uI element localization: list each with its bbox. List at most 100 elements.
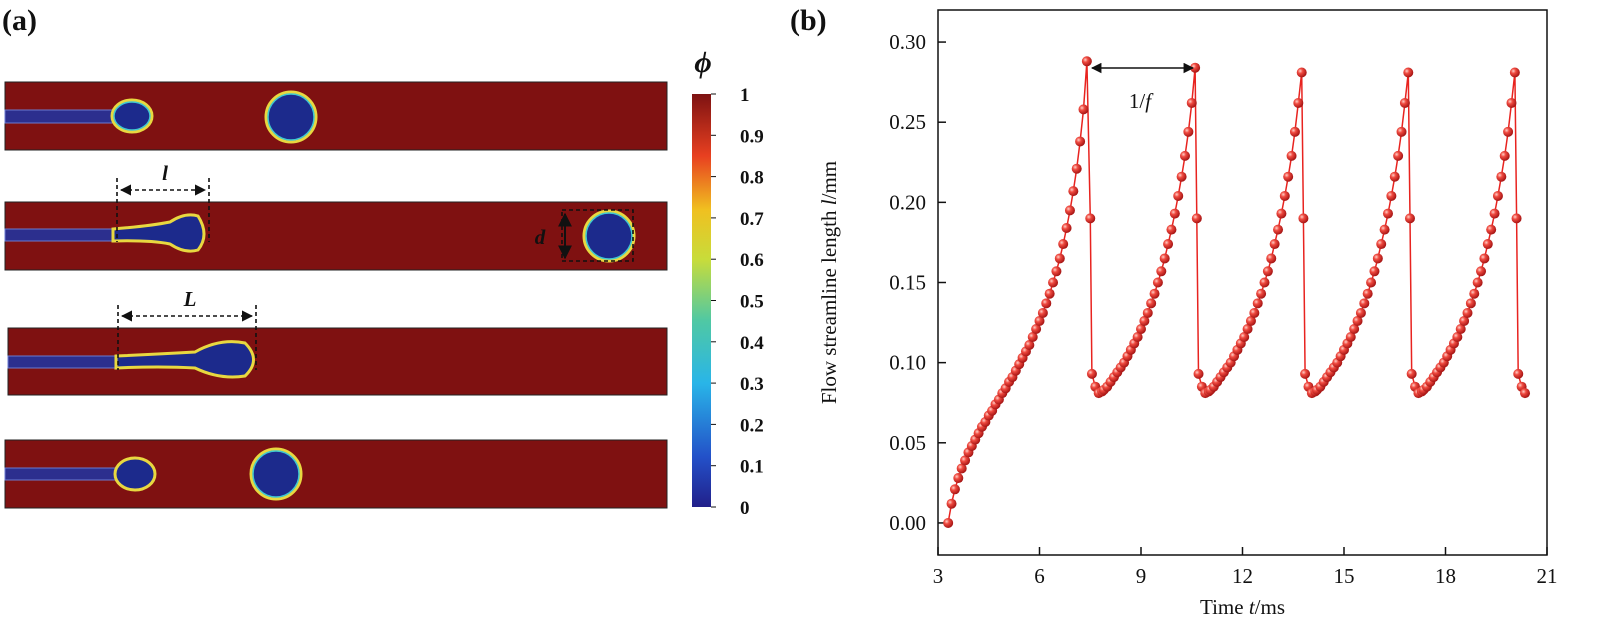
data-point [1386, 190, 1397, 201]
y-tick-label: 0.30 [889, 30, 926, 54]
data-point [1496, 171, 1507, 182]
data-point [1379, 224, 1390, 235]
data-point [956, 463, 967, 474]
colorbar-title: ϕ [694, 46, 711, 79]
data-point [1452, 332, 1463, 342]
data-point [1372, 253, 1383, 264]
data-point [953, 473, 964, 484]
data-point [1396, 126, 1407, 137]
data-point [960, 455, 971, 466]
channel [7, 305, 668, 396]
data-point [1239, 332, 1250, 342]
data-point [1191, 213, 1202, 224]
data-point [1462, 307, 1473, 318]
colorbar [692, 94, 711, 507]
data-point [1262, 266, 1273, 277]
data-point [1024, 340, 1035, 351]
x-tick-label: 21 [1537, 564, 1558, 588]
data-point [1027, 332, 1038, 342]
data-point [1465, 298, 1476, 309]
data-point [1499, 150, 1510, 161]
panel-label: (a) [2, 4, 37, 37]
annotation: l [162, 161, 168, 185]
data-point [1286, 150, 1297, 161]
colorbar-tick-label: 0.7 [740, 209, 764, 230]
colorbar-tick-label: 0.5 [740, 292, 764, 313]
x-tick-label: 18 [1435, 564, 1456, 588]
x-tick-label: 6 [1034, 564, 1045, 588]
data-point [1064, 205, 1075, 216]
data-point [1142, 307, 1153, 318]
text-part: l [817, 199, 841, 205]
colorbar-tick-label: 0.8 [740, 168, 764, 189]
colorbar-tick-label: 0.4 [740, 333, 764, 354]
data-point [1506, 97, 1517, 108]
colorbar-tick-label: 0.6 [740, 250, 764, 271]
data-point [1404, 213, 1415, 224]
data-point [1293, 97, 1304, 108]
text-part: t [1249, 595, 1256, 619]
data-point [1362, 288, 1373, 299]
x-tick-label: 15 [1334, 564, 1355, 588]
data-point [1393, 150, 1404, 161]
data-point [1051, 266, 1062, 277]
data-point [1298, 213, 1309, 224]
data-point [1509, 67, 1520, 78]
data-point [1276, 208, 1287, 219]
data-point [1249, 307, 1260, 318]
y-tick-label: 0.10 [889, 351, 926, 375]
data-point [1459, 315, 1470, 326]
data-point [1476, 266, 1487, 277]
colorbar-tick-label: 0.2 [740, 415, 764, 436]
data-point [1345, 332, 1356, 342]
data-point [1399, 97, 1410, 108]
colorbar-tick-label: 0.3 [740, 374, 764, 395]
data-point [1245, 315, 1256, 326]
data-point [1086, 368, 1097, 379]
data-point [1081, 56, 1092, 67]
data-point [949, 484, 960, 495]
data-point [1193, 368, 1204, 379]
text-part: f [1145, 89, 1154, 113]
data-point [943, 517, 954, 528]
data-point [1513, 368, 1524, 379]
channel [4, 178, 668, 271]
data-point [1156, 266, 1167, 277]
y-tick-label: 0.05 [889, 431, 926, 455]
data-line [947, 61, 1526, 524]
data-point [1511, 213, 1522, 224]
plot-frame [937, 9, 1548, 556]
data-point [1149, 288, 1160, 299]
data-point [1031, 323, 1042, 334]
data-point [1469, 288, 1480, 299]
data-point [1389, 171, 1400, 182]
y-tick-label: 0.15 [889, 271, 926, 295]
data-point [1482, 239, 1493, 250]
annotation: L [183, 287, 197, 311]
data-point [1071, 163, 1082, 174]
text-part: /ms [1255, 595, 1285, 619]
y-tick-label: 0.20 [889, 190, 926, 214]
data-point [1382, 208, 1393, 219]
data-point [1068, 186, 1079, 197]
colorbar-tick-label: 0 [740, 498, 750, 519]
annotation: 1/f [1129, 89, 1154, 113]
y-tick-label: 0.00 [889, 511, 926, 535]
data-point [1269, 239, 1280, 250]
data-point [1472, 277, 1483, 288]
channel [4, 439, 668, 509]
data-point [1376, 239, 1387, 250]
data-point [1044, 288, 1055, 299]
data-point [1041, 298, 1052, 309]
colorbar-tick-label: 0.9 [740, 126, 764, 147]
data-point [1034, 315, 1045, 326]
x-tick-label: 3 [933, 564, 944, 588]
data-point [1489, 208, 1500, 219]
data-point [1163, 239, 1174, 250]
data-point [1355, 307, 1366, 318]
data-point [1252, 298, 1263, 309]
data-point [1048, 277, 1059, 288]
data-point [1176, 171, 1187, 182]
data-point [1152, 277, 1163, 288]
x-axis-label: Time t/ms [1200, 595, 1285, 619]
